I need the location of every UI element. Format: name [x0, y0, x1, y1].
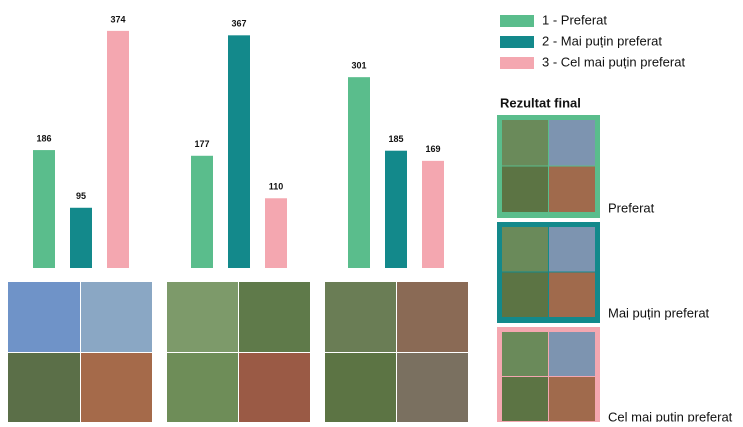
result-title: Rezultat final — [500, 95, 581, 110]
legend-swatch — [500, 57, 534, 69]
bar — [33, 150, 55, 268]
value-label: 177 — [194, 139, 209, 149]
result-photo — [549, 227, 595, 272]
legend-label: 1 - Preferat — [542, 12, 607, 27]
result-label: Preferat — [608, 200, 655, 215]
photo-collage — [8, 282, 152, 422]
value-label: 367 — [231, 19, 246, 29]
bar — [228, 35, 250, 269]
result-label: Cel mai puțin preferat — [608, 409, 733, 422]
legend-label: 3 - Cel mai puțin preferat — [542, 54, 685, 69]
bar — [107, 30, 129, 268]
legend-label: 2 - Mai puțin preferat — [542, 33, 662, 48]
value-label: 374 — [110, 14, 125, 24]
result-label: Mai puțin preferat — [608, 305, 710, 320]
value-label: 95 — [76, 191, 86, 201]
photo-collage — [325, 282, 468, 422]
result-photo — [502, 332, 548, 376]
legend-swatch — [500, 36, 534, 48]
result-photo — [502, 272, 548, 317]
result-photo — [502, 227, 548, 272]
photo-collages — [8, 282, 468, 422]
result-photo — [502, 377, 548, 421]
bar — [70, 207, 92, 268]
result-photo — [502, 120, 548, 166]
result-photo — [549, 377, 595, 421]
result-photo — [502, 166, 548, 212]
bar — [422, 160, 444, 268]
bar — [385, 150, 407, 268]
bar — [348, 77, 370, 268]
value-label: 110 — [269, 182, 284, 192]
photo-collage — [167, 282, 310, 422]
result-photo — [549, 272, 595, 317]
bar — [191, 155, 213, 268]
result-photo — [549, 166, 595, 212]
value-label: 185 — [388, 134, 403, 144]
value-label: 186 — [36, 133, 51, 143]
result-photo — [549, 120, 595, 166]
legend-swatch — [500, 15, 534, 27]
value-label: 301 — [351, 61, 366, 71]
bar — [265, 198, 287, 268]
value-label: 169 — [425, 144, 440, 154]
result-photo — [549, 332, 595, 376]
